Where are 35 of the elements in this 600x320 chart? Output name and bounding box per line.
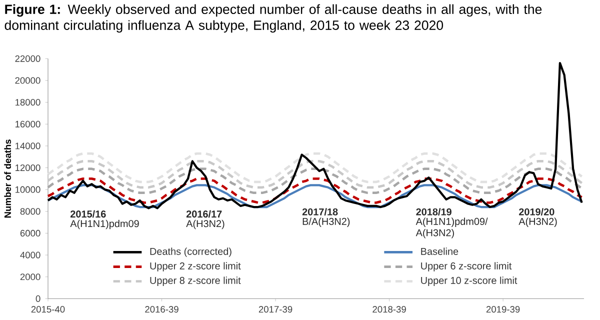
y-tick-label: 4000 [20,252,40,258]
annotation: 2017/18 [302,208,338,216]
legend-label: Upper 2 z-score limit [150,262,241,272]
y-tick-label: 2000 [20,274,40,280]
y-tick-label: 6000 [20,230,40,236]
chart-title: Figure 1: Weekly observed and expected number of all-cause deaths in all ages, with the dominant circulating influenza A subtype, England, 2015 to week 23 2020 [4,4,542,33]
annotation: 2015/16 [70,210,106,218]
annotation: B/A(H3N2) [302,218,350,227]
legend-label: Upper 10 z-score limit [421,276,518,286]
y-tick-label: 20000 [15,77,40,84]
annotation: A(H3N2) [518,218,557,227]
y-tick-label: 8000 [20,208,40,215]
y-axis-title: Number of deaths [4,140,11,218]
annotation: 2018/19 [416,208,452,216]
legend-label: Upper 8 z-score limit [150,276,241,286]
annotation: A(H3N2) [186,220,224,230]
y-tick-label: 10000 [16,186,40,193]
x-tick-label: 2015-40 [31,306,65,313]
y-tick-label: 16000 [16,120,40,128]
annotation: 2019/20 [519,208,554,216]
y-tick-label: 18000 [16,99,40,106]
annotation: A(H1N1)pdm09 [70,220,139,230]
y-tick-label: 14000 [16,142,40,150]
x-tick-label: 2017-39 [258,306,292,313]
x-tick-label: 2018-39 [372,306,406,313]
annotation: 2016/17 [186,210,222,218]
y-tick-label: 0 [36,295,40,302]
legend-label: Deaths (corrected) [150,248,232,257]
y-tick-label: 22000 [15,55,40,62]
x-tick-label: 2019-39 [486,306,520,313]
legend-label: Upper 6 z-score limit [421,262,512,272]
y-tick-label: 12000 [16,164,40,172]
annotation: A(H1N1)pdm09/ A(H3N2) [416,218,488,238]
legend-label: Baseline [421,248,458,255]
x-tick-label: 2016-39 [145,306,178,313]
